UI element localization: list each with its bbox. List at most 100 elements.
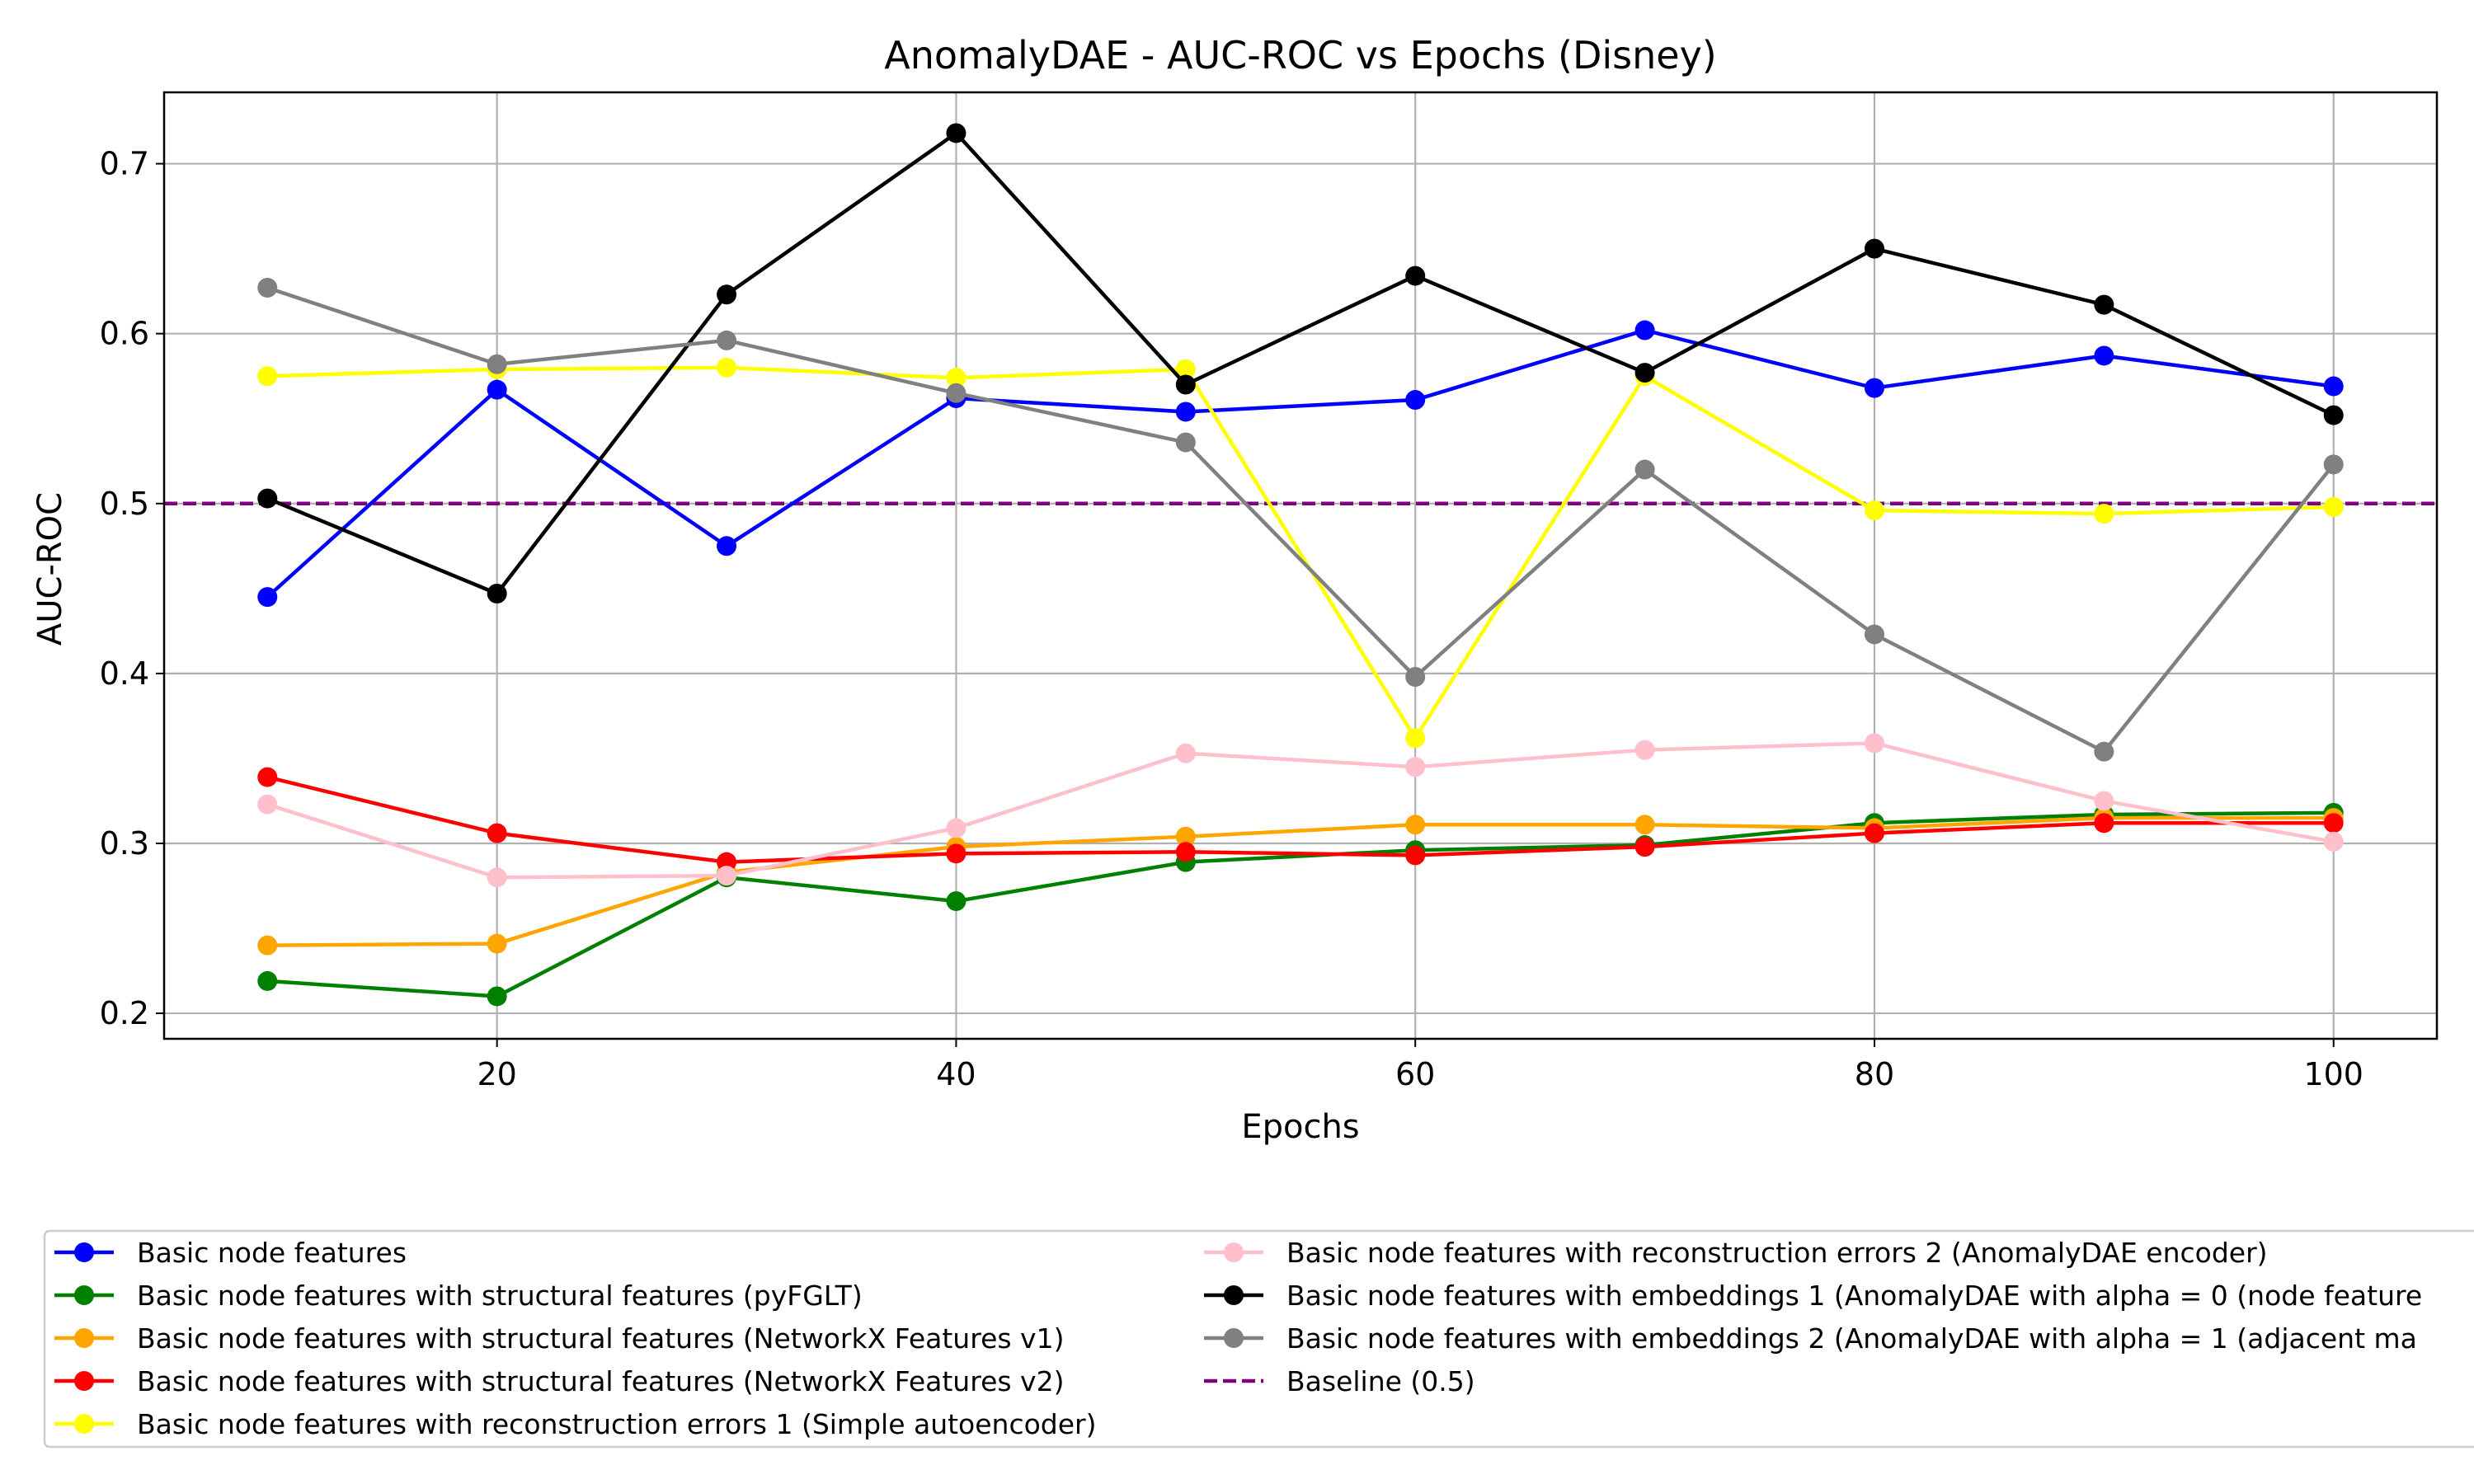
data-point: [946, 123, 967, 143]
plot-frame: [162, 91, 2439, 1040]
legend-marker: [74, 1414, 94, 1434]
legend-marker: [1224, 1285, 1244, 1305]
data-point: [1864, 733, 1884, 754]
legend-label: Baseline (0.5): [1286, 1365, 1475, 1397]
legend-marker: [1224, 1328, 1244, 1348]
data-point: [946, 843, 967, 864]
chart-title: AnomalyDAE - AUC-ROC vs Epochs (Disney): [884, 33, 1717, 77]
series-line: [266, 741, 2335, 880]
data-point: [487, 379, 507, 400]
legend-item: Basic node features with structural feat…: [54, 1365, 1064, 1397]
legend-marker: [74, 1328, 94, 1348]
data-point: [1405, 390, 1426, 411]
x-tick-label: 80: [1855, 1056, 1894, 1092]
y-tick-label: 0.6: [100, 316, 149, 352]
legend-label: Basic node features: [137, 1237, 407, 1269]
data-point: [2323, 496, 2344, 517]
series-line: [266, 131, 2335, 596]
legend-item: Basic node features with structural feat…: [54, 1280, 863, 1312]
legend-label: Basic node features with reconstruction …: [1286, 1237, 2268, 1269]
data-point: [487, 354, 507, 374]
data-point: [1175, 374, 1196, 395]
data-point: [1634, 740, 1655, 760]
data-point: [946, 383, 967, 403]
legend-item: Basic node features with structural feat…: [54, 1322, 1064, 1355]
legend: Basic node features Basic node features w…: [43, 1229, 2474, 1449]
series-line: [267, 365, 2334, 740]
data-point: [2094, 813, 2114, 834]
data-point: [717, 284, 737, 305]
data-point: [2323, 376, 2344, 397]
legend-marker: [1224, 1242, 1244, 1262]
y-tick-label: 0.7: [100, 146, 149, 182]
data-point: [717, 536, 737, 556]
data-point: [487, 867, 507, 888]
data-point: [1405, 728, 1426, 749]
data-point: [2323, 813, 2344, 834]
series-line: [267, 815, 2334, 947]
series-line: [267, 810, 2334, 998]
x-axis-label: Epochs: [1241, 1108, 1359, 1146]
series-8: [257, 278, 2344, 762]
data-point: [257, 794, 278, 815]
y-tick-label: 0.5: [100, 486, 149, 522]
data-point: [257, 366, 278, 387]
y-tick-label: 0.3: [100, 825, 149, 862]
data-point: [1175, 432, 1196, 453]
data-point: [1634, 459, 1655, 480]
data-point: [1634, 815, 1655, 835]
data-point: [1405, 845, 1426, 866]
legend-item: Basic node features with embeddings 2 (A…: [1204, 1322, 2417, 1355]
series-4: [257, 767, 2344, 872]
data-point: [717, 866, 737, 886]
legend-label: Basic node features with structural feat…: [137, 1280, 863, 1312]
legend-item: Basic node features with embeddings 1 (A…: [1204, 1280, 2422, 1312]
data-point: [946, 818, 967, 838]
data-point: [257, 767, 278, 787]
data-point: [487, 823, 507, 843]
y-axis-ticks: 0.2 0.3 0.4 0.5 0.6 0.7: [100, 146, 164, 1031]
data-point: [1175, 826, 1196, 847]
legend-marker: [74, 1285, 94, 1305]
data-point: [2094, 294, 2114, 315]
series-2: [257, 802, 2344, 1007]
data-point: [717, 357, 737, 378]
data-point: [2323, 405, 2344, 425]
data-point: [257, 935, 278, 956]
data-point: [1864, 238, 1884, 259]
data-point: [1175, 842, 1196, 862]
x-tick-label: 100: [2303, 1056, 2363, 1092]
data-point: [257, 488, 278, 509]
data-point: [2094, 741, 2114, 762]
data-point: [257, 278, 278, 298]
data-point: [257, 587, 278, 608]
data-point: [1405, 666, 1426, 687]
series-1: [257, 320, 2344, 608]
data-point: [1405, 265, 1426, 286]
x-tick-label: 40: [936, 1056, 976, 1092]
x-tick-label: 20: [477, 1056, 516, 1092]
data-point: [717, 330, 737, 350]
data-point: [1634, 320, 1655, 340]
legend-label: Basic node features with embeddings 2 (A…: [1286, 1322, 2417, 1355]
series-line: [266, 775, 2334, 864]
legend-item: Basic node features with reconstruction …: [1204, 1237, 2268, 1269]
series-layer: [257, 123, 2344, 1007]
data-point: [946, 368, 967, 388]
data-point: [1175, 359, 1196, 379]
legend-label: Basic node features with structural feat…: [137, 1322, 1064, 1355]
data-point: [946, 891, 967, 912]
legend-item: Basic node features with reconstruction …: [54, 1408, 1097, 1440]
data-point: [1864, 823, 1884, 843]
legend-item: Basic node features: [54, 1237, 407, 1269]
legend-label: Basic node features with embeddings 1 (A…: [1286, 1280, 2422, 1312]
data-point: [1634, 837, 1655, 857]
series-line: [266, 285, 2335, 754]
data-point: [487, 933, 507, 954]
y-tick-label: 0.4: [100, 655, 149, 692]
grid: [164, 92, 2437, 1039]
legend-label: Basic node features with structural feat…: [137, 1365, 1064, 1397]
series-5: [257, 357, 2344, 749]
data-point: [487, 986, 507, 1007]
